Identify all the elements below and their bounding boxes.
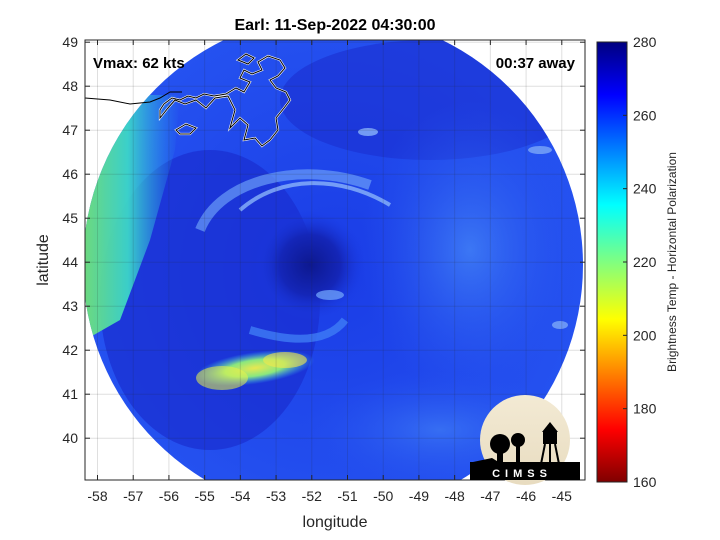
colorbar-tick-label: 240 [633, 181, 657, 197]
x-tick-label: -55 [195, 488, 215, 504]
x-axis: -58 -57 -56 -55 -54 -53 -52 -51 -50 -49 -48 -47 -46-… [87, 40, 572, 504]
y-tick-label: 47 [62, 122, 78, 138]
y-tick-label: 40 [62, 430, 78, 446]
y-axis: 40 41 42 43 44 45 46 47 48 49 [62, 34, 585, 446]
y-tick-label: 44 [62, 254, 78, 270]
x-tick-label: -49 [409, 488, 429, 504]
x-tick-label: -47 [480, 488, 500, 504]
chart-title: Earl: 11-Sep-2022 04:30:00 [234, 17, 435, 34]
y-tick-label: 48 [62, 78, 78, 94]
colorbar-tick-label: 220 [633, 254, 657, 270]
cimss-logo: CIMSS [470, 395, 580, 485]
x-tick-label: -53 [266, 488, 286, 504]
colorbar: 160 180 200 220 240 260 280 Brightness Temp - … [596, 34, 679, 490]
x-tick-label: -51 [337, 488, 357, 504]
x-tick-label: -50 [373, 488, 393, 504]
y-tick-label: 41 [62, 386, 78, 402]
colorbar-tick-label: 260 [633, 107, 657, 123]
y-tick-label: 49 [62, 34, 78, 50]
grid [85, 40, 585, 480]
colorbar-tick-label: 180 [633, 401, 657, 417]
colorbar-ticks: 160 180 200 220 240 260 280 [623, 34, 657, 490]
y-tick-label: 42 [62, 342, 78, 358]
y-axis-label: latitude [35, 234, 52, 286]
vmax-annotation: Vmax: 62 kts [93, 55, 185, 72]
x-tick-label: -56 [159, 488, 179, 504]
colorbar-tick-label: 200 [633, 327, 657, 343]
axes-frame [84, 39, 586, 481]
x-axis-label: longitude [303, 514, 368, 531]
x-tick-label: -45 [552, 488, 572, 504]
colorbar-tick-label: 160 [633, 474, 657, 490]
x-tick-label: -48 [445, 488, 465, 504]
x-tick-label: -46 [516, 488, 536, 504]
time-offset-annotation: 00:37 away [496, 55, 576, 72]
y-tick-label: 45 [62, 210, 78, 226]
colorbar-gradient [596, 41, 628, 483]
y-tick-label: 46 [62, 166, 78, 182]
x-tick-label: -52 [302, 488, 322, 504]
y-tick-label: 43 [62, 298, 78, 314]
x-tick-label: -54 [230, 488, 250, 504]
x-tick-label: -58 [87, 488, 107, 504]
colorbar-tick-label: 280 [633, 34, 657, 50]
x-tick-label: -57 [123, 488, 143, 504]
logo-text: CIMSS [492, 468, 552, 480]
colorbar-label: Brightness Temp - Horizontal Polarizatio… [665, 152, 679, 372]
